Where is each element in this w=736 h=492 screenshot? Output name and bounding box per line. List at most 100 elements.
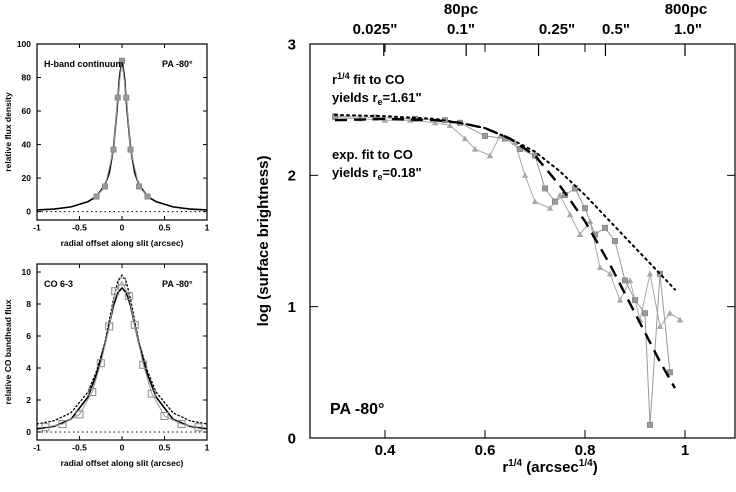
annotation-exp-sub: e	[378, 172, 383, 182]
annotation-exp-fit: exp. fit to CO	[332, 147, 413, 162]
data-triangle-point-14	[556, 191, 564, 198]
data-triangle-point-6	[461, 135, 469, 142]
data-triangle-point-12	[531, 198, 539, 205]
data-square-point-0	[332, 113, 338, 120]
x-tick-label-1: -0.5	[72, 443, 87, 453]
y-tick-label-1: 2	[26, 395, 31, 405]
top-axis-label-01: 0.1"	[447, 21, 475, 38]
data-square-point-5	[123, 94, 130, 101]
x-tick-label-0: -1	[33, 223, 41, 233]
panel-hband: -1 -0.5 0 0.5 1 0 20 40 60 80 100 H-band continuum…	[3, 39, 210, 248]
x-tick-label-1: -0.5	[72, 223, 87, 233]
x-tick-label-4: 1	[205, 443, 210, 453]
series-data-squares-line	[96, 60, 148, 197]
x-tick-label-0: -1	[33, 443, 41, 453]
data-square-point-10	[139, 360, 148, 369]
data-square-point-18	[632, 297, 638, 304]
series-model-dashed-line	[334, 117, 677, 389]
data-square-point-11	[147, 389, 156, 398]
panel-profile-xlabel: r1/4 (arcsec1/4)	[502, 458, 597, 476]
series-data-squares-line	[334, 115, 671, 425]
data-square-point-3	[114, 94, 121, 101]
data-square-point-0	[41, 423, 50, 432]
annotation-r14-yields: yields re=1.61"	[332, 90, 422, 107]
panel-hband-xlabel: radial offset along slit (arcsec)	[61, 238, 184, 248]
data-square-point-13	[177, 420, 186, 428]
data-triangle-point-3	[406, 116, 414, 123]
top-axis-label-05: 0.5"	[602, 21, 630, 38]
data-square-point-1	[58, 420, 67, 428]
data-square-point-13	[582, 205, 588, 212]
panel-co-ylabel: relative CO bandhead flux	[3, 299, 13, 404]
annotation-exp-yields: yields re=0.18"	[332, 165, 422, 182]
data-square-point-14	[194, 423, 203, 432]
y-tick-label-0: 0	[26, 207, 31, 217]
y-tick-label-2: 40	[22, 140, 32, 150]
data-square-point-17	[622, 277, 628, 284]
data-triangle-point-24	[656, 323, 664, 329]
top-axis-label-80pc: 80pc	[444, 1, 478, 18]
top-axis-label-10: 1.0"	[674, 21, 702, 38]
top-axis-label-025: 0.25"	[539, 21, 575, 38]
y-tick-label-0: 0	[26, 427, 31, 437]
data-triangle-point-23	[646, 270, 654, 277]
data-square-point-6	[111, 287, 120, 296]
panel-hband-ticks: -1 -0.5 0 0.5 1 0 20 40 60 80 100	[17, 39, 210, 233]
data-triangle-point-15	[566, 211, 574, 218]
annotation-r14-r: r	[332, 72, 337, 87]
data-triangle-point-26	[676, 316, 684, 323]
data-square-point-16	[612, 238, 618, 244]
data-square-point-7	[118, 277, 126, 286]
panel-co-title: CO 6-3	[44, 279, 73, 289]
panel-co-pa: PA -80°	[162, 279, 193, 289]
series-model-solid-line	[36, 286, 208, 430]
panel-profile-frame	[309, 43, 736, 439]
y-tick-label-1: 1	[288, 299, 296, 316]
data-triangle-point-5	[446, 122, 454, 128]
annotation-r14-sub: e	[378, 97, 383, 107]
x-tick-label-3: 0.5	[159, 223, 171, 233]
data-square-point-8	[124, 292, 133, 300]
y-tick-label-4: 8	[26, 299, 31, 309]
annotation-exp-value: =0.18"	[383, 165, 422, 180]
annotation-r14-rest: fit to CO	[350, 72, 405, 87]
x-tick-label-2: 0	[120, 223, 125, 233]
annotation-pa: PA -80°	[330, 401, 384, 418]
panel-hband-ylabel: relative flux density	[3, 92, 13, 172]
y-tick-label-5: 100	[17, 39, 31, 49]
x-tick-label-3: 1	[681, 442, 689, 459]
panel-co-series	[36, 274, 208, 433]
top-axis-label-0025: 0.025"	[353, 21, 398, 38]
series-model-dotted-line	[36, 274, 208, 425]
data-square-point-12	[160, 412, 169, 420]
panel-co-xlabel: radial offset along slit (arcsec)	[61, 458, 184, 468]
annotation-exp-yields-text: yields r	[332, 165, 378, 180]
series-data-squares-line	[45, 280, 199, 428]
data-triangle-point-9	[496, 132, 504, 139]
y-tick-label-2: 2	[288, 168, 296, 185]
data-square-point-4	[96, 359, 105, 368]
data-square-point-4	[119, 57, 125, 64]
data-triangle-point-7	[471, 145, 479, 152]
panel-hband-series	[36, 57, 208, 213]
panel-hband-frame	[36, 43, 208, 221]
data-triangle-point-21	[626, 277, 634, 283]
data-triangle-point-10	[511, 139, 519, 146]
series-model-dotted-line	[334, 113, 676, 291]
x-tick-label-4: 1	[205, 223, 210, 233]
data-triangle-point-25	[666, 310, 674, 316]
data-square-point-6	[127, 146, 134, 153]
data-triangle-point-8	[486, 152, 494, 159]
data-square-point-8	[532, 152, 538, 159]
data-square-point-21	[657, 270, 663, 277]
panel-profile-ticks: 0.4 0.6 0.8 1 0 1 2 3	[288, 36, 735, 459]
panel-profile-ylabel: log (surface brightness)	[255, 156, 272, 327]
data-square-point-2	[75, 410, 84, 419]
y-tick-label-3: 3	[288, 36, 296, 53]
data-square-point-7	[136, 183, 142, 190]
data-square-point-9	[130, 320, 139, 329]
x-tick-label-0: 0.4	[375, 442, 397, 459]
data-triangle-point-16	[576, 231, 584, 237]
